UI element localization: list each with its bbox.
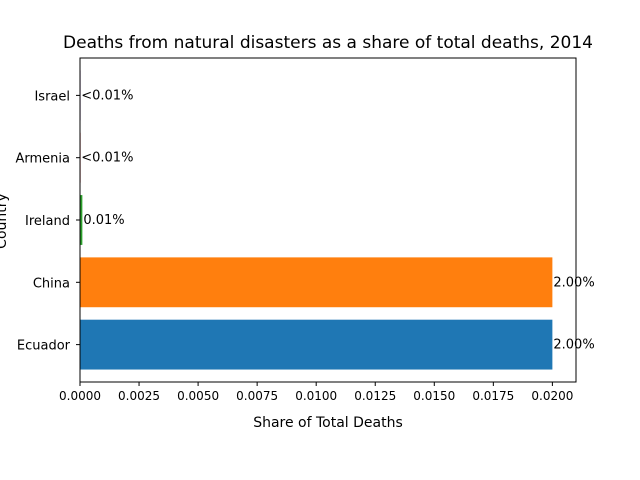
x-tick-label: 0.0100 (295, 389, 337, 403)
x-tick-label: 0.0175 (472, 389, 514, 403)
y-tick-label: Ecuador (17, 339, 71, 354)
x-axis-label: Share of Total Deaths (253, 415, 403, 431)
bar-ireland (80, 195, 83, 245)
x-tick-label: 0.0000 (59, 389, 101, 403)
x-tick-label: 0.0050 (177, 389, 219, 403)
y-axis-label: Country (0, 193, 10, 249)
y-tick-label: Israel (34, 89, 70, 104)
y-tick-label: China (33, 276, 70, 291)
y-tick-label: Armenia (16, 152, 71, 167)
data-label-israel: <0.01% (81, 88, 133, 103)
chart-title: Deaths from natural disasters as a share… (63, 33, 593, 53)
x-tick-label: 0.0025 (118, 389, 160, 403)
x-tick-label: 0.0075 (236, 389, 278, 403)
data-label-ireland: 0.01% (83, 213, 124, 228)
data-label-china: 2.00% (553, 275, 594, 290)
plot-area: 0.0000 0.0025 0.0050 0.0075 0.0100 0.0125 0.01… (16, 57, 595, 403)
y-tick-label: Ireland (25, 214, 70, 229)
data-label-ecuador: 2.00% (553, 338, 594, 353)
data-label-armenia: <0.01% (81, 151, 133, 166)
x-tick-label: 0.0150 (413, 389, 455, 403)
x-tick-label: 0.0125 (354, 389, 396, 403)
x-tick-label: 0.0200 (531, 389, 573, 403)
bar-ecuador (80, 319, 553, 370)
bar-china (80, 257, 553, 308)
